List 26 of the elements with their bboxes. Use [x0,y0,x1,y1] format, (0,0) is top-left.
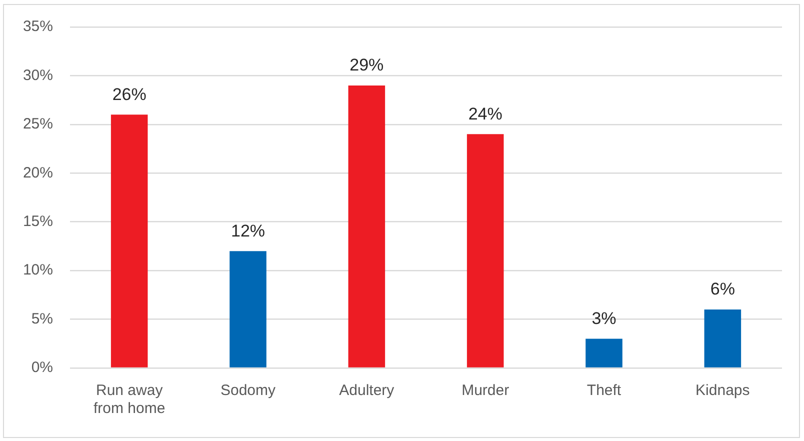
data-label: 6% [710,280,735,299]
x-tick-label: Murder [462,382,510,400]
y-tick-label: 10% [22,262,53,279]
data-label: 12% [230,221,266,240]
y-tick-label: 5% [31,310,53,328]
y-tick-label: 25% [22,116,53,133]
bar [110,114,148,368]
x-tick-label: Kidnaps [696,382,750,400]
x-tick-label: Sodomy [220,382,276,400]
data-label: 29% [350,56,384,75]
bar [230,251,266,368]
x-tick-label: Run away from home [93,382,166,418]
x-tick-label: Adultery [339,382,395,400]
y-tick-label: 0% [31,359,53,376]
bar [466,134,504,368]
y-tick-label: 15% [22,213,53,230]
y-tick-label: 35% [22,18,53,36]
x-tick-label: Theft [586,382,622,400]
bar [348,85,386,368]
bar [704,310,742,368]
data-label: 24% [468,104,502,124]
data-label: 26% [112,84,146,104]
y-tick-label: 30% [22,66,53,84]
data-label: 3% [592,308,616,328]
y-tick-label: 20% [22,164,53,182]
bar [586,338,622,368]
